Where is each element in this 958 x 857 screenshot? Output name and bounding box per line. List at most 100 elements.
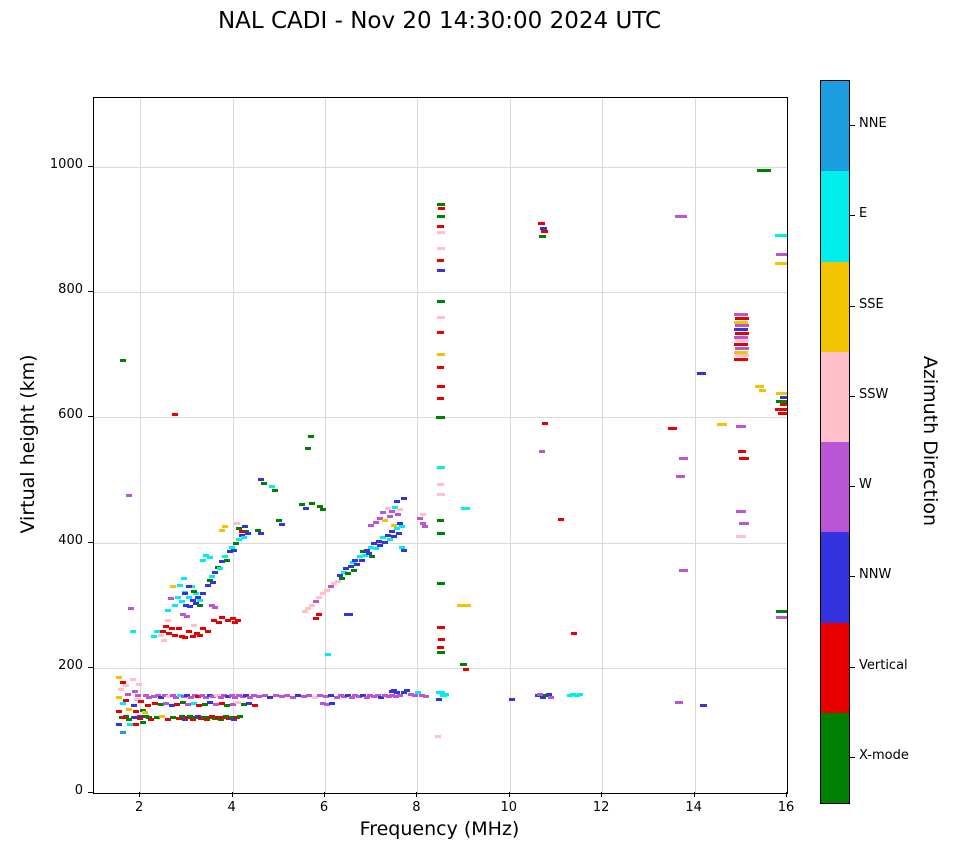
- data-point: [261, 693, 268, 697]
- data-point: [224, 695, 231, 699]
- data-point: [331, 581, 338, 585]
- data-point: [184, 693, 191, 697]
- data-point: [247, 695, 254, 699]
- data-point: [463, 668, 470, 672]
- data-point: [437, 259, 444, 263]
- data-point: [206, 694, 213, 698]
- data-point: [123, 683, 130, 687]
- data-point: [345, 572, 352, 576]
- data-point: [139, 708, 146, 712]
- colorbar-segment-nne: [821, 81, 849, 172]
- data-point: [146, 696, 153, 700]
- x-tick-label: 8: [412, 800, 421, 815]
- data-point: [213, 693, 220, 697]
- data-point: [165, 695, 172, 699]
- data-point: [245, 532, 252, 536]
- data-point: [238, 529, 245, 533]
- data-point: [778, 412, 787, 416]
- data-point: [305, 447, 312, 451]
- data-point: [159, 715, 166, 719]
- data-point: [545, 692, 552, 696]
- data-point: [240, 703, 247, 707]
- data-point: [132, 710, 139, 714]
- data-point: [195, 596, 202, 600]
- data-point: [436, 246, 445, 250]
- data-point: [566, 694, 573, 698]
- data-point: [437, 224, 444, 228]
- data-point: [437, 397, 444, 401]
- data-point: [233, 542, 240, 546]
- data-point: [228, 693, 235, 697]
- data-point: [394, 499, 401, 503]
- data-point: [240, 536, 247, 540]
- data-point: [674, 215, 687, 219]
- data-point: [323, 588, 330, 592]
- data-point: [436, 299, 445, 303]
- data-point: [311, 695, 318, 699]
- y-tick-label: 400: [58, 532, 83, 548]
- data-point: [139, 721, 146, 725]
- data-point: [223, 715, 230, 719]
- data-point: [142, 694, 149, 698]
- data-point: [775, 262, 787, 266]
- data-point: [157, 703, 164, 707]
- data-point: [734, 331, 749, 335]
- data-point: [200, 627, 207, 631]
- data-point: [774, 408, 787, 412]
- x-tick-label: 12: [592, 800, 610, 815]
- data-point: [667, 427, 677, 431]
- data-point: [195, 715, 202, 719]
- data-point: [407, 692, 414, 696]
- data-point: [312, 599, 319, 603]
- data-point: [190, 623, 197, 627]
- data-point: [119, 701, 126, 705]
- data-point: [305, 606, 312, 610]
- data-point: [394, 512, 401, 516]
- data-point: [366, 552, 373, 556]
- data-point: [222, 554, 229, 558]
- data-point: [183, 603, 190, 607]
- data-point: [176, 716, 182, 720]
- x-tick-label: 6: [319, 800, 329, 815]
- data-point: [289, 695, 296, 699]
- data-point: [284, 693, 291, 697]
- data-point: [190, 589, 197, 593]
- colorbar-segment-nnw: [821, 532, 849, 623]
- colorbar-title: Azimuth Direction: [919, 355, 941, 527]
- data-point: [435, 735, 442, 739]
- data-point: [269, 484, 276, 488]
- y-tick-label: 200: [58, 657, 83, 673]
- data-point: [135, 693, 142, 697]
- data-point: [436, 415, 445, 419]
- data-point: [400, 691, 407, 695]
- data-point: [754, 384, 764, 388]
- data-point: [236, 527, 243, 531]
- data-point: [236, 715, 243, 719]
- data-point: [368, 546, 375, 550]
- data-point: [436, 268, 445, 272]
- data-point: [775, 253, 787, 257]
- data-point: [243, 529, 250, 533]
- data-point: [369, 554, 376, 558]
- data-point: [733, 350, 748, 354]
- data-point: [187, 604, 194, 608]
- data-point: [539, 450, 546, 454]
- data-point: [119, 730, 126, 734]
- data-point: [181, 592, 188, 596]
- data-point: [206, 556, 213, 560]
- data-point: [186, 584, 193, 588]
- data-point: [144, 703, 151, 707]
- data-point: [738, 456, 749, 460]
- data-point: [734, 339, 749, 343]
- data-point: [679, 569, 688, 573]
- data-point: [396, 522, 403, 526]
- data-point: [209, 603, 216, 607]
- data-point: [404, 689, 411, 693]
- data-point: [151, 701, 158, 705]
- data-point: [398, 546, 405, 550]
- data-point: [176, 583, 183, 587]
- data-point: [382, 694, 389, 698]
- colorbar-tick: [850, 125, 855, 127]
- data-point: [179, 613, 186, 617]
- data-point: [733, 335, 748, 339]
